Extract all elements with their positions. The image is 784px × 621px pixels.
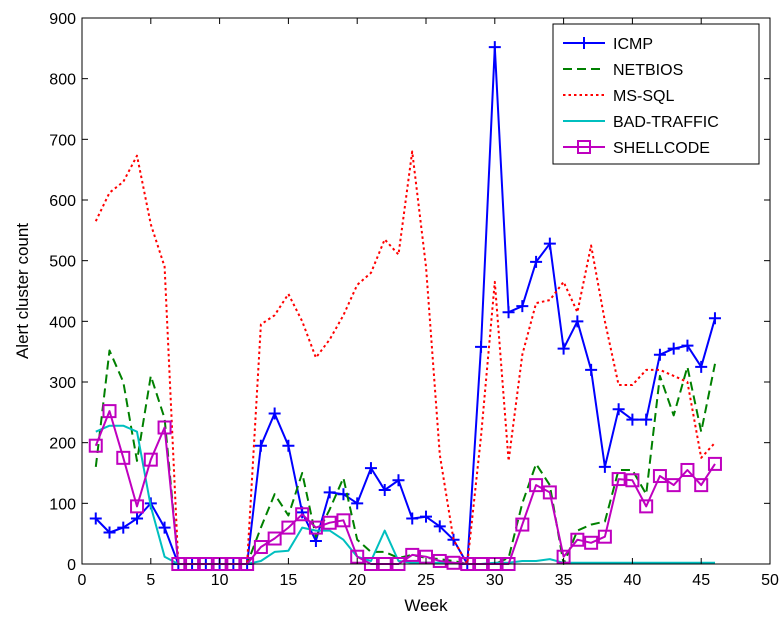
x-tick-label: 45 bbox=[692, 572, 710, 589]
y-tick-label: 800 bbox=[49, 72, 76, 89]
x-tick-label: 35 bbox=[555, 572, 573, 589]
x-axis-label: Week bbox=[404, 596, 448, 615]
x-tick-label: 50 bbox=[761, 572, 779, 589]
y-tick-label: 0 bbox=[67, 557, 76, 574]
x-tick-label: 0 bbox=[78, 572, 87, 589]
y-tick-label: 600 bbox=[49, 193, 76, 210]
x-tick-label: 40 bbox=[624, 572, 642, 589]
y-tick-label: 700 bbox=[49, 132, 76, 149]
y-tick-label: 400 bbox=[49, 314, 76, 331]
y-tick-label: 900 bbox=[49, 11, 76, 28]
legend-label-shellcode: SHELLCODE bbox=[613, 140, 710, 157]
legend-label-ms-sql: MS-SQL bbox=[613, 88, 674, 105]
y-tick-label: 100 bbox=[49, 496, 76, 513]
x-tick-label: 25 bbox=[417, 572, 435, 589]
legend-label-icmp: ICMP bbox=[613, 36, 653, 53]
x-tick-label: 10 bbox=[211, 572, 229, 589]
y-tick-label: 300 bbox=[49, 375, 76, 392]
legend-label-bad-traffic: BAD-TRAFFIC bbox=[613, 114, 719, 131]
legend: ICMP NETBIOS MS-SQL BAD-TRAFFIC SHELLCODE bbox=[553, 24, 759, 164]
x-tick-label: 20 bbox=[348, 572, 366, 589]
x-tick-label: 15 bbox=[280, 572, 298, 589]
y-axis-label: Alert cluster count bbox=[13, 223, 32, 359]
x-tick-label: 30 bbox=[486, 572, 504, 589]
y-tick-label: 500 bbox=[49, 254, 76, 271]
y-tick-label: 200 bbox=[49, 436, 76, 453]
legend-label-netbios: NETBIOS bbox=[613, 62, 683, 79]
x-tick-label: 5 bbox=[146, 572, 155, 589]
